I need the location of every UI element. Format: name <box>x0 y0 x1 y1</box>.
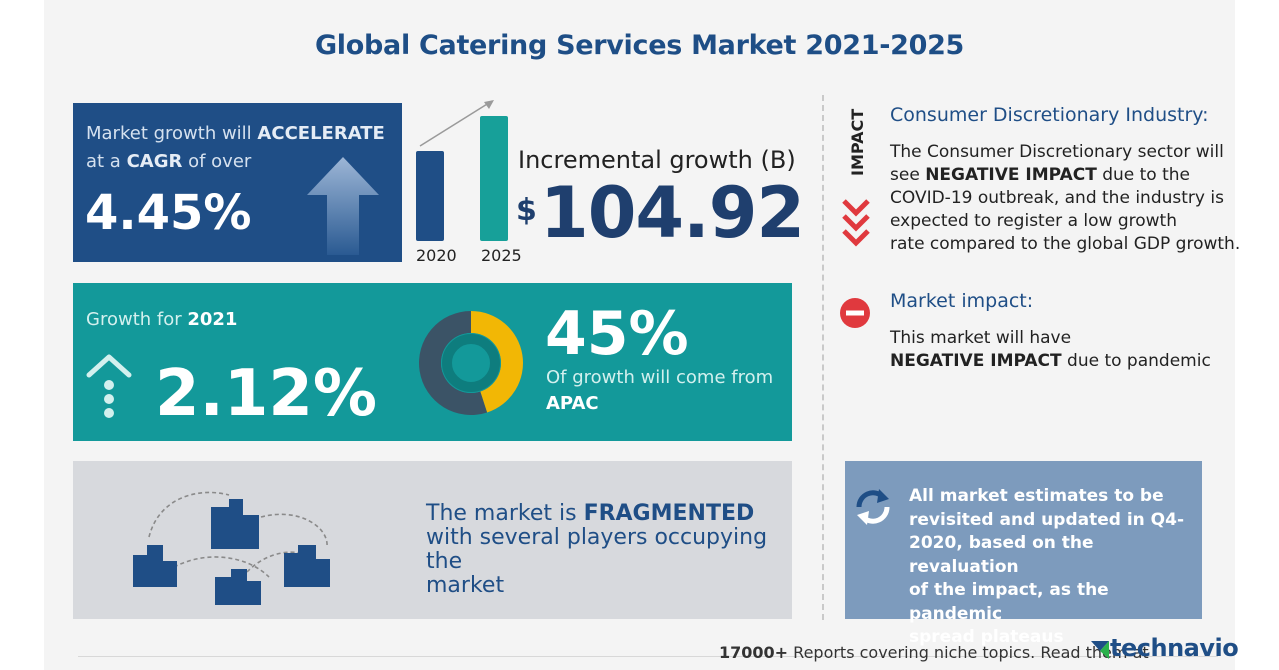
region-text: Of growth will come from <box>546 367 774 388</box>
cagr-panel: Market growth will ACCELERATE at a CAGR … <box>73 103 402 262</box>
column-divider <box>822 95 824 620</box>
impact-vertical-label: IMPACT <box>848 109 867 176</box>
estimates-note-panel: All market estimates to be revisited and… <box>845 461 1202 647</box>
cagr-text: CAGR <box>126 151 183 172</box>
region-name: APAC <box>546 393 599 414</box>
minus-circle-icon <box>840 298 870 328</box>
incremental-value: 104.92 <box>540 172 805 254</box>
cagr-line-2: at a CAGR of over <box>86 151 251 172</box>
industry-line-4: expected to register a low growth <box>890 211 1177 231</box>
report-count: 17000+ <box>719 643 789 662</box>
note-line-5: spread plateaus <box>909 627 1064 647</box>
city-buildings-icon <box>133 491 330 605</box>
donut-slice-other <box>419 311 488 415</box>
bar-label-2025: 2025 <box>481 246 522 265</box>
bar-2025 <box>480 116 508 241</box>
currency-symbol: $ <box>516 193 537 228</box>
fragmented-panel: The market is FRAGMENTED with several pl… <box>73 461 792 619</box>
market-impact-line-1: This market will have <box>890 328 1072 348</box>
cagr-line1-text: Market growth will <box>86 123 252 144</box>
fragmented-line-2: with several players occupying the <box>426 525 768 574</box>
fragmented-pre: The market is <box>426 501 577 526</box>
region-donut <box>419 311 523 415</box>
growth-bars <box>416 100 508 241</box>
technavio-logo[interactable]: technavio <box>1110 634 1239 662</box>
note-line-2: revisited and updated in Q4- <box>909 509 1185 530</box>
growth-2021-label: Growth for 2021 <box>86 309 237 330</box>
note-line-1: All market estimates to be <box>909 486 1164 506</box>
growth-2021-panel: Growth for 2021 2.12% 45% Of growth will… <box>73 283 792 441</box>
note-line-3: 2020, based on the revaluation <box>909 533 1094 577</box>
fragmented-line-3: market <box>426 573 505 598</box>
estimates-note-text: All market estimates to be revisited and… <box>909 485 1202 650</box>
industry-body: The Consumer Discretionary sector will s… <box>890 141 1240 256</box>
growth-year: 2021 <box>187 309 238 330</box>
industry-line-2: see NEGATIVE IMPACT due to the <box>890 165 1191 185</box>
bar-label-2020: 2020 <box>416 246 457 265</box>
market-impact-heading: Market impact: <box>890 290 1034 312</box>
technavio-logo-icon <box>1091 641 1109 659</box>
trend-arrow-icon <box>484 100 494 109</box>
page-title: Global Catering Services Market 2021-202… <box>314 30 965 61</box>
market-impact-body: This market will have NEGATIVE IMPACT du… <box>890 327 1211 373</box>
fragmented-text: The market is FRAGMENTED with several pl… <box>426 502 792 598</box>
bar-2020 <box>416 151 444 241</box>
growth-2021-value: 2.12% <box>155 357 378 431</box>
growth-label-text: Growth for <box>86 309 182 330</box>
cagr-value: 4.45% <box>85 185 252 241</box>
cagr-line2-pre: at a <box>86 151 121 172</box>
market-impact-line-2: NEGATIVE IMPACT due to pandemic <box>890 351 1211 371</box>
impact-label-text: IMPACT <box>848 109 867 176</box>
donut-inner-ring <box>442 334 500 392</box>
fragmented-line-1: The market is FRAGMENTED <box>426 502 792 526</box>
refresh-icon <box>856 489 890 525</box>
footer-text: 17000+ Reports covering niche topics. Re… <box>719 643 1149 662</box>
industry-heading: Consumer Discretionary Industry: <box>890 104 1209 126</box>
accelerate-text: ACCELERATE <box>257 123 385 144</box>
chevron-down-icon <box>842 199 870 247</box>
footer-rule <box>78 656 1218 657</box>
cagr-line-1: Market growth will ACCELERATE <box>86 123 385 144</box>
industry-line-5: rate compared to the global GDP growth. <box>890 234 1241 254</box>
cagr-line2-post: of over <box>188 151 252 172</box>
industry-line-1: The Consumer Discretionary sector will <box>890 142 1224 162</box>
trend-line <box>419 100 493 147</box>
incremental-label: Incremental growth (B) <box>518 146 796 174</box>
industry-line-3: COVID-19 outbreak, and the industry is <box>890 188 1224 208</box>
up-arrow-icon <box>307 157 379 255</box>
note-line-4: of the impact, as the pandemic <box>909 580 1109 624</box>
footer-caption: Reports covering niche topics. Read them… <box>788 643 1149 662</box>
region-percent: 45% <box>545 299 689 369</box>
growth-indicator-icon <box>86 354 132 418</box>
fragmented-bold: FRAGMENTED <box>583 501 755 526</box>
donut-slice-apac <box>471 311 523 413</box>
